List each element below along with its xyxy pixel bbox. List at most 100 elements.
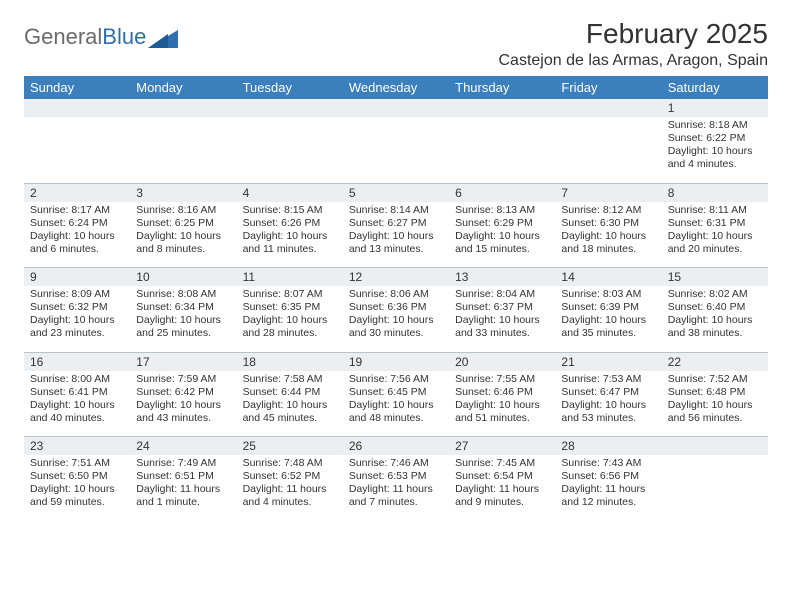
empty-cell — [24, 117, 130, 183]
day-details: Sunrise: 7:45 AMSunset: 6:54 PMDaylight:… — [449, 455, 555, 514]
day-details: Sunrise: 7:52 AMSunset: 6:48 PMDaylight:… — [662, 371, 768, 430]
logo-text: GeneralBlue — [24, 24, 146, 50]
day-cell: Sunrise: 8:16 AMSunset: 6:25 PMDaylight:… — [130, 202, 236, 268]
day-number: 4 — [237, 183, 343, 202]
day-details: Sunrise: 8:03 AMSunset: 6:39 PMDaylight:… — [555, 286, 661, 345]
day-number: 5 — [343, 183, 449, 202]
day-cell: Sunrise: 7:51 AMSunset: 6:50 PMDaylight:… — [24, 455, 130, 521]
day-details: Sunrise: 7:51 AMSunset: 6:50 PMDaylight:… — [24, 455, 130, 514]
day-number: 7 — [555, 183, 661, 202]
day-number: 11 — [237, 268, 343, 287]
day-cell: Sunrise: 8:03 AMSunset: 6:39 PMDaylight:… — [555, 286, 661, 352]
weekday-header: Wednesday — [343, 76, 449, 99]
daynum-row: 16171819202122 — [24, 352, 768, 371]
daynum-row: 1 — [24, 99, 768, 117]
day-number: 6 — [449, 183, 555, 202]
day-number: 16 — [24, 352, 130, 371]
logo-word1: General — [24, 24, 102, 49]
day-details: Sunrise: 7:58 AMSunset: 6:44 PMDaylight:… — [237, 371, 343, 430]
day-details: Sunrise: 7:46 AMSunset: 6:53 PMDaylight:… — [343, 455, 449, 514]
day-number: 9 — [24, 268, 130, 287]
day-cell: Sunrise: 7:45 AMSunset: 6:54 PMDaylight:… — [449, 455, 555, 521]
content-row: Sunrise: 8:09 AMSunset: 6:32 PMDaylight:… — [24, 286, 768, 352]
empty-cell — [237, 117, 343, 183]
day-cell: Sunrise: 8:00 AMSunset: 6:41 PMDaylight:… — [24, 371, 130, 437]
day-details: Sunrise: 8:17 AMSunset: 6:24 PMDaylight:… — [24, 202, 130, 261]
day-number: 27 — [449, 437, 555, 456]
day-cell: Sunrise: 7:55 AMSunset: 6:46 PMDaylight:… — [449, 371, 555, 437]
calendar-body: 1Sunrise: 8:18 AMSunset: 6:22 PMDaylight… — [24, 99, 768, 521]
day-cell: Sunrise: 8:17 AMSunset: 6:24 PMDaylight:… — [24, 202, 130, 268]
day-number: 19 — [343, 352, 449, 371]
day-number: 17 — [130, 352, 236, 371]
empty-daynum — [449, 99, 555, 117]
empty-cell — [343, 117, 449, 183]
day-details: Sunrise: 8:16 AMSunset: 6:25 PMDaylight:… — [130, 202, 236, 261]
day-number: 8 — [662, 183, 768, 202]
day-number: 21 — [555, 352, 661, 371]
day-cell: Sunrise: 7:52 AMSunset: 6:48 PMDaylight:… — [662, 371, 768, 437]
day-details: Sunrise: 7:43 AMSunset: 6:56 PMDaylight:… — [555, 455, 661, 514]
day-cell: Sunrise: 7:46 AMSunset: 6:53 PMDaylight:… — [343, 455, 449, 521]
logo: GeneralBlue — [24, 18, 178, 50]
weekday-header: Thursday — [449, 76, 555, 99]
day-number: 15 — [662, 268, 768, 287]
day-cell: Sunrise: 8:02 AMSunset: 6:40 PMDaylight:… — [662, 286, 768, 352]
page-title: February 2025 — [499, 18, 769, 50]
day-number: 12 — [343, 268, 449, 287]
empty-daynum — [130, 99, 236, 117]
empty-daynum — [343, 99, 449, 117]
day-details: Sunrise: 7:48 AMSunset: 6:52 PMDaylight:… — [237, 455, 343, 514]
day-cell: Sunrise: 8:15 AMSunset: 6:26 PMDaylight:… — [237, 202, 343, 268]
day-cell: Sunrise: 8:18 AMSunset: 6:22 PMDaylight:… — [662, 117, 768, 183]
empty-cell — [449, 117, 555, 183]
calendar-table: SundayMondayTuesdayWednesdayThursdayFrid… — [24, 76, 768, 521]
day-cell: Sunrise: 8:04 AMSunset: 6:37 PMDaylight:… — [449, 286, 555, 352]
day-number: 1 — [662, 99, 768, 117]
empty-daynum — [662, 437, 768, 456]
day-number: 14 — [555, 268, 661, 287]
day-number: 24 — [130, 437, 236, 456]
empty-daynum — [24, 99, 130, 117]
day-number: 3 — [130, 183, 236, 202]
day-cell: Sunrise: 8:06 AMSunset: 6:36 PMDaylight:… — [343, 286, 449, 352]
weekday-header: Saturday — [662, 76, 768, 99]
day-cell: Sunrise: 8:13 AMSunset: 6:29 PMDaylight:… — [449, 202, 555, 268]
logo-triangle-icon — [148, 26, 178, 48]
day-number: 10 — [130, 268, 236, 287]
weekday-header: Monday — [130, 76, 236, 99]
day-cell: Sunrise: 8:14 AMSunset: 6:27 PMDaylight:… — [343, 202, 449, 268]
content-row: Sunrise: 7:51 AMSunset: 6:50 PMDaylight:… — [24, 455, 768, 521]
day-details: Sunrise: 7:59 AMSunset: 6:42 PMDaylight:… — [130, 371, 236, 430]
day-cell: Sunrise: 7:49 AMSunset: 6:51 PMDaylight:… — [130, 455, 236, 521]
daynum-row: 9101112131415 — [24, 268, 768, 287]
logo-word2: Blue — [102, 24, 146, 49]
empty-cell — [555, 117, 661, 183]
daynum-row: 232425262728 — [24, 437, 768, 456]
day-details: Sunrise: 8:11 AMSunset: 6:31 PMDaylight:… — [662, 202, 768, 261]
day-details: Sunrise: 8:12 AMSunset: 6:30 PMDaylight:… — [555, 202, 661, 261]
day-details: Sunrise: 8:02 AMSunset: 6:40 PMDaylight:… — [662, 286, 768, 345]
weekday-header: Tuesday — [237, 76, 343, 99]
day-details: Sunrise: 8:00 AMSunset: 6:41 PMDaylight:… — [24, 371, 130, 430]
weekday-header: Friday — [555, 76, 661, 99]
day-number: 22 — [662, 352, 768, 371]
day-cell: Sunrise: 8:11 AMSunset: 6:31 PMDaylight:… — [662, 202, 768, 268]
weekday-header-row: SundayMondayTuesdayWednesdayThursdayFrid… — [24, 76, 768, 99]
day-number: 23 — [24, 437, 130, 456]
day-details: Sunrise: 8:13 AMSunset: 6:29 PMDaylight:… — [449, 202, 555, 261]
day-cell: Sunrise: 8:12 AMSunset: 6:30 PMDaylight:… — [555, 202, 661, 268]
daynum-row: 2345678 — [24, 183, 768, 202]
day-cell: Sunrise: 7:59 AMSunset: 6:42 PMDaylight:… — [130, 371, 236, 437]
day-cell: Sunrise: 7:43 AMSunset: 6:56 PMDaylight:… — [555, 455, 661, 521]
day-number: 18 — [237, 352, 343, 371]
day-cell: Sunrise: 7:48 AMSunset: 6:52 PMDaylight:… — [237, 455, 343, 521]
day-details: Sunrise: 7:53 AMSunset: 6:47 PMDaylight:… — [555, 371, 661, 430]
title-block: February 2025 Castejon de las Armas, Ara… — [499, 18, 769, 70]
day-number: 28 — [555, 437, 661, 456]
content-row: Sunrise: 8:18 AMSunset: 6:22 PMDaylight:… — [24, 117, 768, 183]
day-cell: Sunrise: 8:07 AMSunset: 6:35 PMDaylight:… — [237, 286, 343, 352]
day-details: Sunrise: 8:18 AMSunset: 6:22 PMDaylight:… — [662, 117, 768, 176]
content-row: Sunrise: 8:00 AMSunset: 6:41 PMDaylight:… — [24, 371, 768, 437]
day-details: Sunrise: 7:55 AMSunset: 6:46 PMDaylight:… — [449, 371, 555, 430]
